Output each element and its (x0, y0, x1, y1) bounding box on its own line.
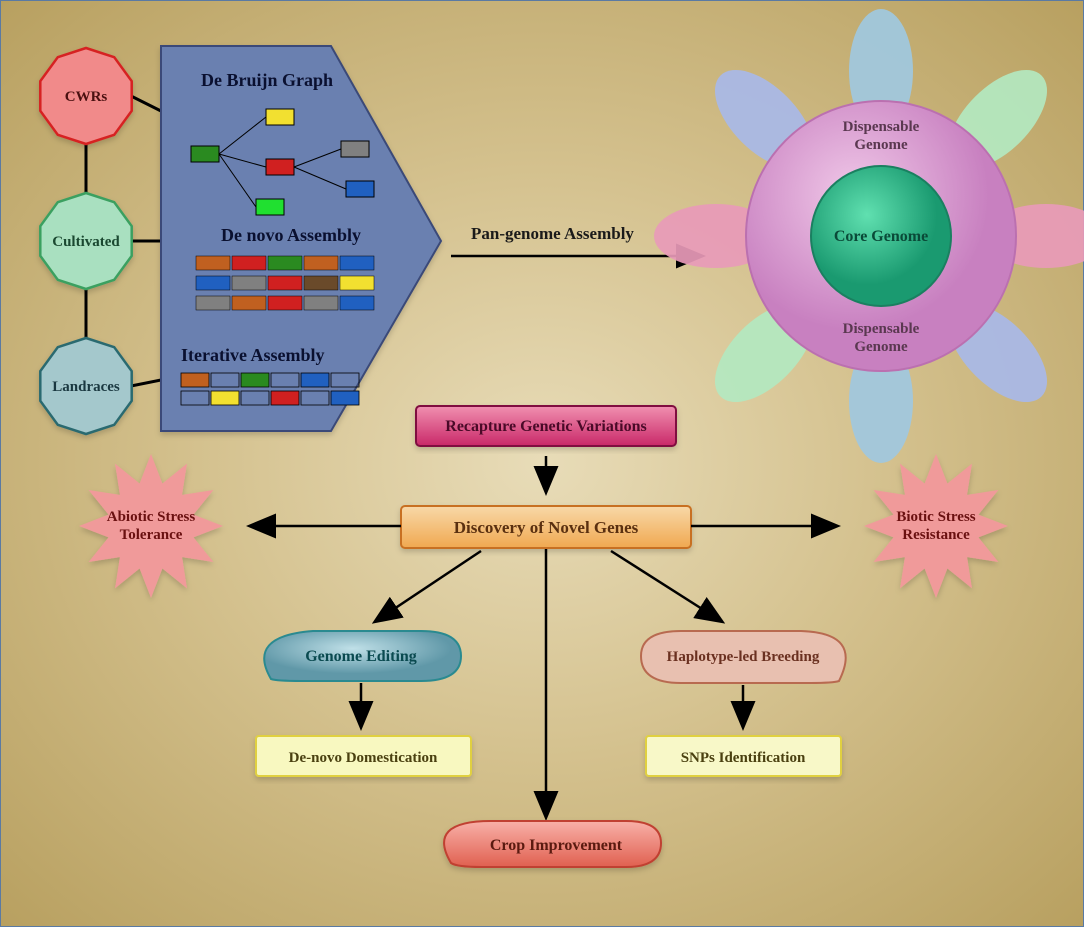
denovo-segment (304, 256, 338, 270)
iterative-segment (211, 391, 239, 405)
graph-node (346, 181, 374, 197)
iterative-heading: Iterative Assembly (181, 345, 324, 365)
cultivated-label: Cultivated (52, 234, 120, 250)
denovo-segment (340, 256, 374, 270)
iterative-segment (181, 373, 209, 387)
starburst-shape (79, 454, 223, 598)
denovo-segment (268, 296, 302, 310)
cwrs-label: CWRs (65, 89, 108, 105)
denovo-segment (340, 276, 374, 290)
recapture-label: Recapture Genetic Variations (445, 418, 646, 435)
graph-node (266, 109, 294, 125)
arrow-to-haplotype (611, 551, 721, 621)
iterative-segment (331, 391, 359, 405)
arrow-to-editor (376, 551, 481, 621)
core-genome-label: Core Genome (834, 228, 928, 245)
iterative-segment (241, 373, 269, 387)
debruijn-heading: De Bruijn Graph (201, 70, 333, 90)
abiotic-starburst (79, 454, 223, 598)
iterative-segment (271, 391, 299, 405)
denovo-bars (196, 256, 374, 310)
graph-node (256, 199, 284, 215)
graph-node (266, 159, 294, 175)
crop-label: Crop Improvement (490, 837, 623, 854)
genome-editing-label: Genome Editing (305, 648, 417, 665)
denovo-heading: De novo Assembly (221, 225, 361, 245)
denovo-segment (304, 276, 338, 290)
denovo-segment (232, 276, 266, 290)
graph-node (341, 141, 369, 157)
novel-genes-label: Discovery of Novel Genes (454, 518, 639, 537)
denovo-segment (268, 256, 302, 270)
denovo-segment (196, 296, 230, 310)
iterative-segment (301, 373, 329, 387)
haplotype-label: Haplotype-led Breeding (667, 649, 820, 665)
graph-node (191, 146, 219, 162)
denovo-dom-label: De-novo Domestication (289, 750, 438, 766)
denovo-segment (232, 256, 266, 270)
denovo-segment (196, 276, 230, 290)
arrow-pan-label: Pan-genome Assembly (471, 224, 634, 243)
diagram-svg: De Bruijn Graph De novo Assembly Iterati… (1, 1, 1084, 928)
denovo-segment (232, 296, 266, 310)
diagram-canvas: De Bruijn Graph De novo Assembly Iterati… (0, 0, 1084, 927)
denovo-segment (268, 276, 302, 290)
starburst-shape (864, 454, 1008, 598)
denovo-segment (304, 296, 338, 310)
landraces-label: Landraces (52, 379, 120, 395)
snps-label: SNPs Identification (681, 750, 806, 766)
denovo-segment (340, 296, 374, 310)
denovo-segment (196, 256, 230, 270)
biotic-starburst (864, 454, 1008, 598)
